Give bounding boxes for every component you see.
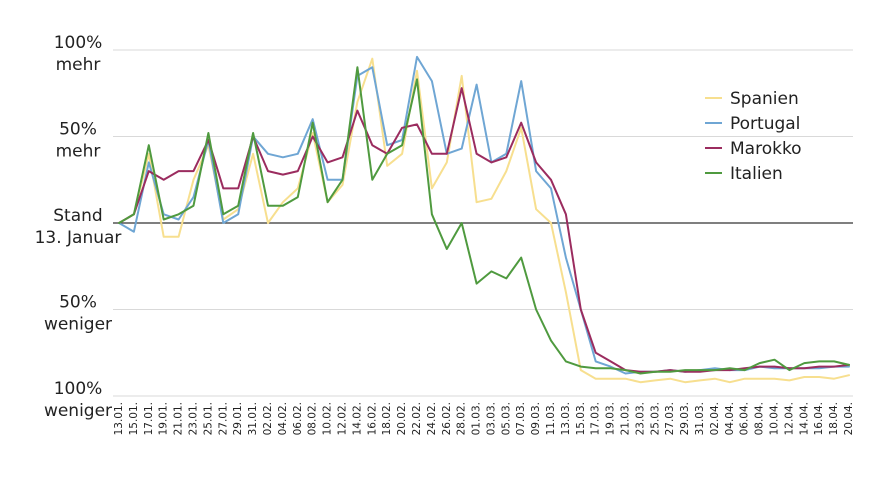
x-tick-label: 23.01. [187,402,199,435]
x-tick-label: 27.01. [217,402,229,435]
x-tick-label: 16.04. [813,402,825,435]
series-lines [118,55,850,384]
y-tick-label: 100% mehr [54,33,103,75]
x-tick-label: 22.02. [411,402,423,435]
y-tick-label: 100% weniger [44,379,112,421]
series-line-marokko [118,87,850,373]
x-tick-label: 13.01. [113,402,125,435]
x-tick-label: 21.03. [620,402,632,435]
y-tick-label-line: weniger [44,315,112,335]
x-tick-label: 02.02. [262,402,274,435]
x-tick-label: 21.01. [173,402,185,435]
y-tick-label: 50% mehr [56,120,101,162]
x-tick-label: 13.03. [560,402,572,435]
legend-item: Marokko [705,139,802,159]
series-line-italien [118,66,850,375]
x-tick-label: 06.04. [739,402,751,435]
x-tick-label: 28.02. [456,402,468,435]
y-tick-label-line: 13. Januar [35,228,122,248]
y-tick-label-line: Stand [53,206,102,226]
y-tick-label-line: 100% [54,379,103,399]
x-tick-label: 08.04. [754,402,766,435]
x-tick-label: 19.03. [605,402,617,435]
x-tick-label: 27.03. [664,402,676,435]
x-tick-label: 02.04. [709,402,721,435]
grid-lines [113,49,853,397]
x-tick-label: 14.04. [798,402,810,435]
x-tick-label: 12.04. [783,402,795,435]
x-tick-label: 06.02. [292,402,304,435]
legend: Spanien Portugal Marokko Italien [705,89,802,184]
x-tick-label: 19.01. [158,402,170,435]
y-tick-label-line: 50% [59,293,97,313]
x-tick-label: 05.03. [500,402,512,435]
x-tick-label: 03.03. [485,402,497,435]
x-tick-label: 26.02. [441,402,453,435]
legend-label: Italien [730,164,783,184]
legend-item: Italien [705,164,783,184]
x-tick-label: 10.04. [769,402,781,435]
x-tick-label: 08.02. [307,402,319,435]
legend-label: Portugal [730,114,800,134]
x-tick-label: 15.03. [575,402,587,435]
y-tick-label-line: weniger [44,401,112,421]
x-tick-label: 18.04. [828,402,840,435]
x-tick-label: 29.01. [232,402,244,435]
x-tick-label: 16.02. [366,402,378,435]
x-tick-label: 11.03. [545,402,557,435]
x-tick-label: 23.03. [634,402,646,435]
y-tick-label-line: 100% [54,33,103,53]
x-tick-label: 24.02. [426,402,438,435]
x-tick-label: 25.03. [649,402,661,435]
legend-item: Spanien [705,89,799,109]
x-tick-label: 07.03. [515,402,527,435]
legend-item: Portugal [705,114,800,134]
x-tick-label: 31.03. [694,402,706,435]
legend-label: Marokko [730,139,802,159]
x-tick-label: 15.01. [128,402,140,435]
x-tick-label: 09.03. [530,402,542,435]
x-tick-label: 14.02. [351,402,363,435]
x-tick-label: 20.02. [396,402,408,435]
x-axis-tick-labels: 13.01. 15.01. 17.01. 19.01. 21.01. 23.01. 25.0… [113,402,855,435]
x-tick-label: 18.02. [381,402,393,435]
y-tick-label-line: 50% [59,120,97,140]
x-tick-label: 29.03. [679,402,691,435]
y-tick-label-line: mehr [56,142,101,162]
x-tick-label: 04.04. [724,402,736,435]
x-tick-label: 10.02. [322,402,334,435]
x-tick-label: 20.04. [843,402,855,435]
y-tick-label: Stand 13. Januar [35,206,122,248]
x-tick-label: 04.02. [277,402,289,435]
y-tick-label-line: mehr [56,55,101,75]
legend-label: Spanien [730,89,799,109]
x-tick-label: 17.01. [143,402,155,435]
x-tick-label: 25.01. [202,402,214,435]
y-tick-label: 50% weniger [44,293,112,335]
x-tick-label: 12.02. [336,402,348,435]
x-tick-label: 01.03. [471,402,483,435]
x-tick-label: 17.03. [590,402,602,435]
x-tick-label: 31.01. [247,402,259,435]
